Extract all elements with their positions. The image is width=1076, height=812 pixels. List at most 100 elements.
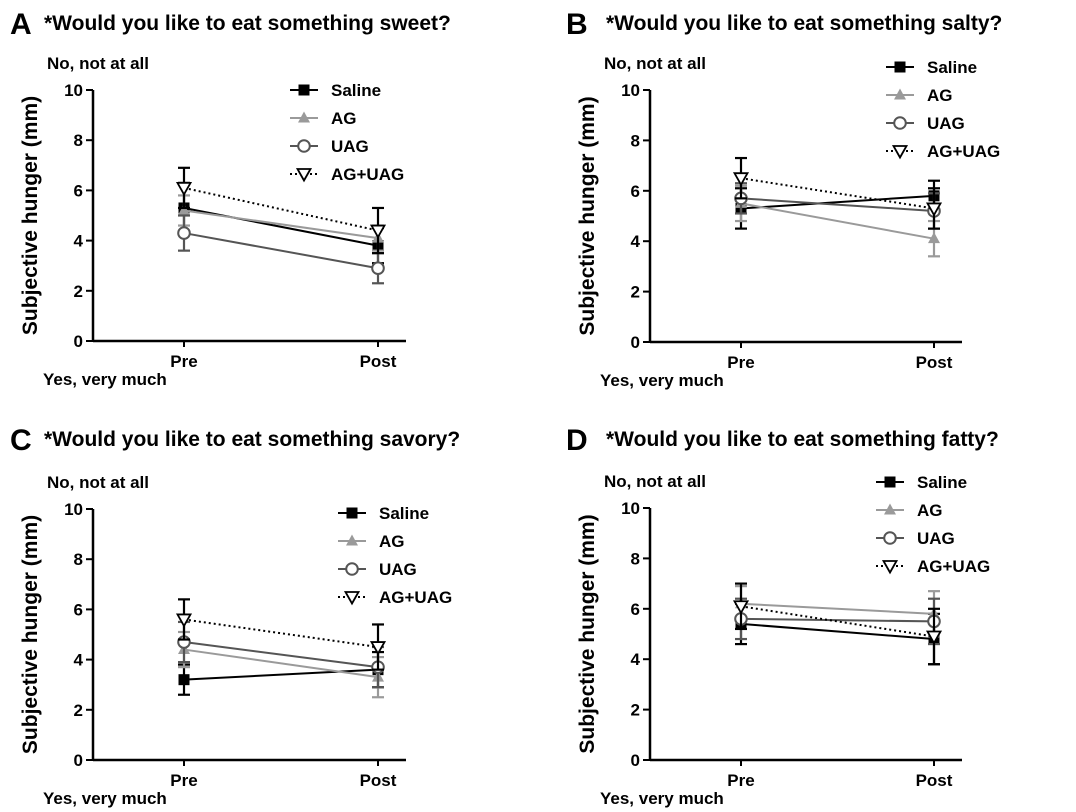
data-point: [179, 674, 190, 685]
legend-label: UAG: [927, 114, 965, 133]
series-line: [184, 670, 378, 680]
legend-label: Saline: [331, 81, 381, 100]
y-tick-label: 0: [74, 751, 83, 770]
y-tick-label: 4: [631, 232, 641, 251]
y-tick-label: 8: [631, 131, 640, 150]
y-tick-label: 0: [631, 333, 640, 352]
series-line: [184, 233, 378, 268]
legend-marker: [298, 169, 311, 181]
x-tick-label: Pre: [170, 771, 197, 790]
series-ag: [735, 186, 940, 257]
data-point: [178, 614, 191, 626]
legend-marker: [894, 146, 907, 158]
x-tick-label: Post: [916, 353, 953, 372]
legend: Saline AG UAG AG+UAG: [338, 504, 452, 607]
panel-c: C *Would you like to eat something savor…: [10, 424, 460, 808]
panel-a: A *Would you like to eat something sweet…: [10, 8, 451, 389]
y-tick-label: 0: [74, 332, 83, 351]
legend-label: AG: [917, 501, 943, 520]
x-tick-label: Pre: [727, 771, 754, 790]
series-uag: [178, 216, 384, 284]
top-annotation: No, not at all: [604, 54, 706, 73]
y-tick-label: 10: [64, 81, 83, 100]
panel-letter: D: [566, 424, 588, 457]
panel-d: D *Would you like to eat something fatty…: [566, 424, 999, 808]
series-line: [741, 604, 934, 614]
bottom-annotation: Yes, very much: [600, 789, 724, 808]
legend-label: UAG: [917, 529, 955, 548]
x-tick-label: Post: [916, 771, 953, 790]
y-tick-label: 0: [631, 751, 640, 770]
top-annotation: No, not at all: [47, 54, 149, 73]
legend-marker: [885, 477, 896, 488]
x-tick-label: Post: [360, 352, 397, 371]
series-line: [741, 196, 934, 209]
y-tick-label: 8: [74, 131, 83, 150]
series-ag-uag: [735, 584, 941, 665]
x-tick-label: Pre: [170, 352, 197, 371]
legend-marker: [895, 62, 906, 73]
y-tick-label: 6: [74, 181, 83, 200]
panel-letter: B: [566, 8, 588, 41]
axes: 0 2 4 6 8 10 Pre Post Subjective hunger (mm) No, …: [19, 473, 406, 808]
legend-label: AG: [331, 109, 357, 128]
panel-letter: C: [10, 424, 32, 457]
top-annotation: No, not at all: [604, 472, 706, 491]
legend-label: AG+UAG: [927, 142, 1000, 161]
y-tick-label: 2: [74, 701, 83, 720]
legend-label: AG: [927, 86, 953, 105]
axes: 0 2 4 6 8 10 Pre Post Subjective hunger (mm) No, …: [19, 54, 406, 389]
legend-marker: [298, 140, 310, 152]
top-annotation: No, not at all: [47, 473, 149, 492]
panel-title: *Would you like to eat something savory?: [44, 428, 460, 451]
y-axis-label: Subjective hunger (mm): [19, 96, 42, 335]
y-tick-label: 10: [64, 500, 83, 519]
legend-label: UAG: [331, 137, 369, 156]
series-line: [184, 619, 378, 647]
series-ag: [178, 195, 384, 250]
legend: Saline AG UAG AG+UAG: [290, 81, 404, 184]
legend-marker: [346, 563, 358, 575]
legend-label: AG: [379, 532, 405, 551]
y-axis-label: Subjective hunger (mm): [576, 514, 599, 753]
legend-label: UAG: [379, 560, 417, 579]
bottom-annotation: Yes, very much: [43, 370, 167, 389]
y-tick-label: 10: [621, 499, 640, 518]
data-point: [178, 227, 190, 239]
y-tick-label: 10: [621, 81, 640, 100]
y-tick-label: 2: [631, 283, 640, 302]
data-point: [372, 262, 384, 274]
legend-marker: [884, 561, 897, 573]
y-tick-label: 2: [74, 282, 83, 301]
bottom-annotation: Yes, very much: [600, 371, 724, 390]
legend: Saline AG UAG AG+UAG: [876, 473, 990, 576]
legend-marker: [347, 508, 358, 519]
y-tick-label: 4: [74, 651, 84, 670]
series-line: [741, 619, 934, 622]
series-ag: [735, 586, 940, 636]
legend-marker: [299, 85, 310, 96]
y-tick-label: 6: [74, 600, 83, 619]
series-ag-uag: [735, 158, 941, 229]
legend-label: Saline: [379, 504, 429, 523]
legend-marker: [894, 117, 906, 129]
y-tick-label: 6: [631, 182, 640, 201]
panel-b: B *Would you like to eat something salty…: [566, 8, 1002, 390]
y-tick-label: 6: [631, 600, 640, 619]
panel-title: *Would you like to eat something salty?: [606, 12, 1002, 35]
legend-marker: [346, 592, 359, 604]
series-ag-uag: [178, 599, 385, 669]
legend: Saline AG UAG AG+UAG: [886, 58, 1000, 161]
legend-label: AG+UAG: [331, 165, 404, 184]
legend-label: Saline: [917, 473, 967, 492]
legend-label: Saline: [927, 58, 977, 77]
panel-title: *Would you like to eat something fatty?: [606, 428, 999, 451]
legend-label: AG+UAG: [379, 588, 452, 607]
legend-label: AG+UAG: [917, 557, 990, 576]
series-line: [184, 210, 378, 238]
data-point: [178, 183, 191, 195]
axes: 0 2 4 6 8 10 Pre Post Subjective hunger (mm) No, …: [576, 54, 962, 390]
y-tick-label: 4: [74, 232, 84, 251]
y-axis-label: Subjective hunger (mm): [19, 515, 42, 754]
